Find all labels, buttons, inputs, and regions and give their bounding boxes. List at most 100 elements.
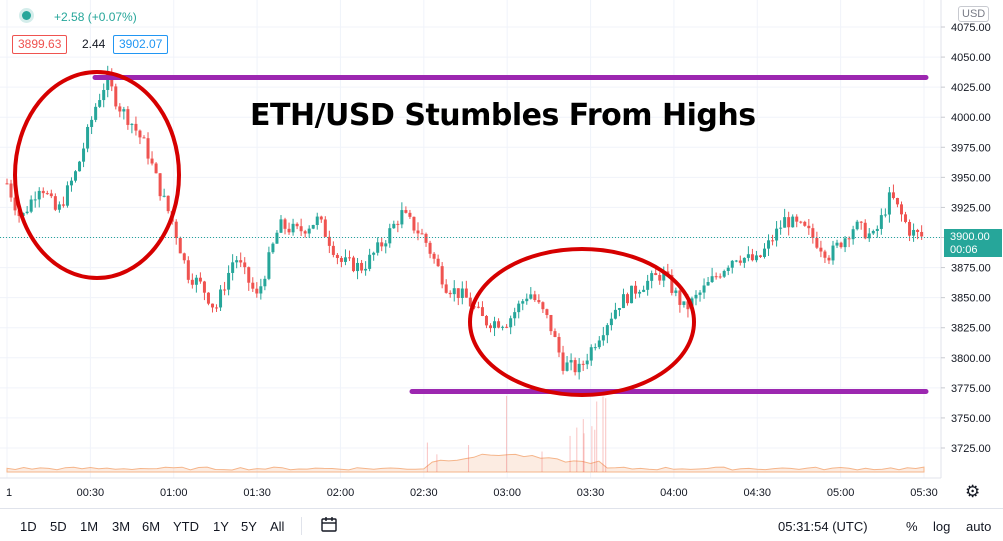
candle-body xyxy=(86,126,90,149)
candle-body xyxy=(601,335,605,341)
candle-body xyxy=(9,183,13,198)
bid-price[interactable]: 3899.63 xyxy=(12,35,68,54)
candle-body xyxy=(549,314,553,332)
candle-body xyxy=(243,262,247,268)
range-ytd[interactable]: YTD xyxy=(173,519,199,534)
candle-body xyxy=(343,257,347,262)
candle-body xyxy=(851,229,855,240)
range-all[interactable]: All xyxy=(270,519,285,534)
candle-body xyxy=(626,294,630,304)
candle-body xyxy=(807,225,811,229)
candle-body xyxy=(513,312,517,319)
candle-body xyxy=(565,362,569,371)
candle-body xyxy=(569,360,573,363)
percent-toggle[interactable]: % xyxy=(906,519,918,534)
candle-body xyxy=(146,138,150,159)
candle-body xyxy=(118,106,122,112)
candle-body xyxy=(605,325,609,336)
candle-body xyxy=(347,257,351,259)
candle-body xyxy=(303,231,307,234)
candle-body xyxy=(638,291,642,294)
range-6m[interactable]: 6M xyxy=(142,519,161,534)
candle-body xyxy=(29,199,33,212)
bottom-toolbar: 1D 5D 1M 3M 6M YTD 1Y 5Y All 05:31:54 (U… xyxy=(0,508,1003,541)
candle-body xyxy=(440,266,444,285)
candle-body xyxy=(37,190,41,200)
candle-body xyxy=(497,321,501,328)
candle-body xyxy=(609,318,613,326)
candle-body xyxy=(908,221,912,236)
candle-body xyxy=(5,183,9,185)
price-tick-label: 3775.00 xyxy=(951,383,991,395)
candle-body xyxy=(484,315,488,326)
range-3m[interactable]: 3M xyxy=(112,519,131,534)
candle-body xyxy=(557,336,561,353)
candle-body xyxy=(182,253,186,261)
price-tick-label: 4050.00 xyxy=(951,52,991,64)
candle-body xyxy=(887,192,891,215)
candle-body xyxy=(762,248,766,257)
candle-body xyxy=(424,233,428,243)
candle-body xyxy=(899,204,903,215)
candle-body xyxy=(476,306,480,308)
last-price-tag: 3900.00 00:06 xyxy=(944,229,1002,257)
candle-body xyxy=(247,267,251,283)
price-chart[interactable]: 3725.00 3750.00 3775.00 3800.00 3825.00 3850.… xyxy=(0,0,1003,508)
candle-body xyxy=(98,100,102,107)
candle-body xyxy=(428,242,432,254)
candle-body xyxy=(178,238,182,254)
candle-body xyxy=(158,173,162,197)
candle-body xyxy=(69,180,73,186)
range-1d[interactable]: 1D xyxy=(20,519,37,534)
range-5d[interactable]: 5D xyxy=(50,519,67,534)
candle-body xyxy=(561,352,565,371)
price-tick-label: 3850.00 xyxy=(951,293,991,305)
candle-body xyxy=(654,273,658,276)
clock-time[interactable]: 05:31:54 (UTC) xyxy=(778,519,868,534)
candle-body xyxy=(82,148,86,162)
log-toggle[interactable]: log xyxy=(933,519,951,534)
candle-body xyxy=(585,360,589,365)
currency-badge[interactable]: USD xyxy=(958,6,990,22)
range-1y[interactable]: 1Y xyxy=(213,519,229,534)
candle-body xyxy=(480,307,484,316)
candle-body xyxy=(299,226,303,232)
candle-body xyxy=(795,216,799,222)
candle-body xyxy=(920,231,924,237)
range-5y[interactable]: 5Y xyxy=(241,519,257,534)
candle-body xyxy=(190,279,194,285)
candle-body xyxy=(553,331,557,337)
time-tick-label: 03:30 xyxy=(577,487,605,499)
candle-body xyxy=(452,288,456,295)
candle-body xyxy=(706,282,710,286)
candle-body xyxy=(775,228,779,241)
candle-body xyxy=(674,290,678,293)
candle-body xyxy=(493,321,497,329)
candle-body xyxy=(855,221,859,230)
candle-body xyxy=(448,292,452,295)
ask-price[interactable]: 3902.07 xyxy=(113,35,169,54)
candle-body xyxy=(267,252,271,279)
candle-body xyxy=(468,297,472,307)
candle-body xyxy=(65,185,69,206)
candle-body xyxy=(682,301,686,305)
candle-body xyxy=(460,288,464,298)
candle-body xyxy=(106,73,110,90)
candle-body xyxy=(718,276,722,278)
range-1m[interactable]: 1M xyxy=(80,519,99,534)
candle-body xyxy=(335,254,339,259)
candle-body xyxy=(263,278,267,287)
auto-toggle[interactable]: auto xyxy=(966,519,992,534)
low-circle-annotation xyxy=(468,247,696,397)
calendar-range-icon[interactable] xyxy=(320,516,338,537)
gear-icon[interactable]: ⚙ xyxy=(965,482,981,501)
candle-body xyxy=(815,237,819,248)
candle-body xyxy=(916,229,920,232)
candle-body xyxy=(396,223,400,225)
price-tick-label: 3800.00 xyxy=(951,353,991,365)
candle-body xyxy=(678,290,682,305)
candle-body xyxy=(102,89,106,101)
time-tick-label: 01:00 xyxy=(160,487,188,499)
candle-body xyxy=(630,285,634,304)
candle-body xyxy=(509,318,513,328)
